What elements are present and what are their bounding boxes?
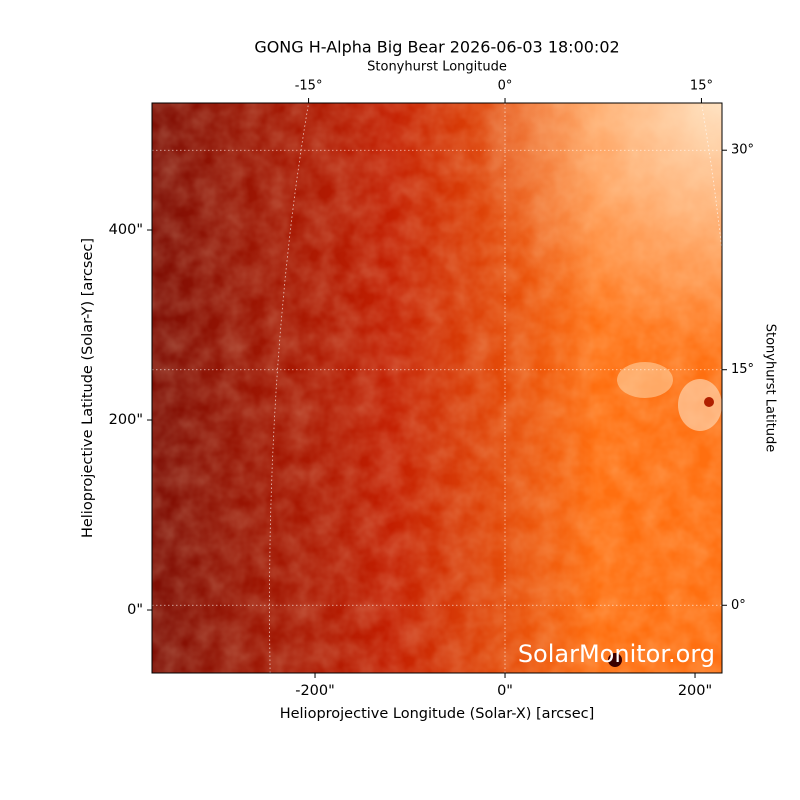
plage [678, 379, 722, 431]
x-label: Helioprojective Longitude (Solar-X) [arc… [280, 706, 595, 722]
axes-frame [151, 102, 723, 674]
x2-tick-label: 15° [690, 79, 713, 94]
sunspot [704, 397, 714, 407]
grid [152, 103, 722, 673]
chart-title: GONG H-Alpha Big Bear 2026-06-03 18:00:0… [254, 38, 619, 57]
y2-label: Stonyhurst Latitude [763, 324, 778, 453]
plage [617, 362, 673, 398]
x-tick-label: -200" [295, 683, 335, 699]
sunspot [608, 653, 622, 667]
y2-tick-label: 15° [731, 362, 754, 377]
y2-tick-label: 30° [731, 143, 754, 158]
x2-tick-label: -15° [295, 79, 323, 94]
y-tick-label: 400" [109, 222, 143, 238]
x-tick-label: 0" [497, 683, 513, 699]
watermark: SolarMonitor.org [518, 640, 715, 668]
x2-tick-label: 0° [498, 79, 513, 94]
y2-tick-label: 0° [731, 598, 746, 613]
y-tick-label: 200" [109, 412, 143, 428]
grid-line [269, 103, 309, 673]
grid-line [701, 103, 722, 255]
x2-label: Stonyhurst Longitude [367, 60, 507, 75]
x-tick-label: 200" [678, 683, 712, 699]
y-label: Helioprojective Latitude (Solar-Y) [arcs… [80, 238, 96, 538]
y-tick-label: 0" [127, 602, 143, 618]
plot-area [152, 103, 722, 673]
